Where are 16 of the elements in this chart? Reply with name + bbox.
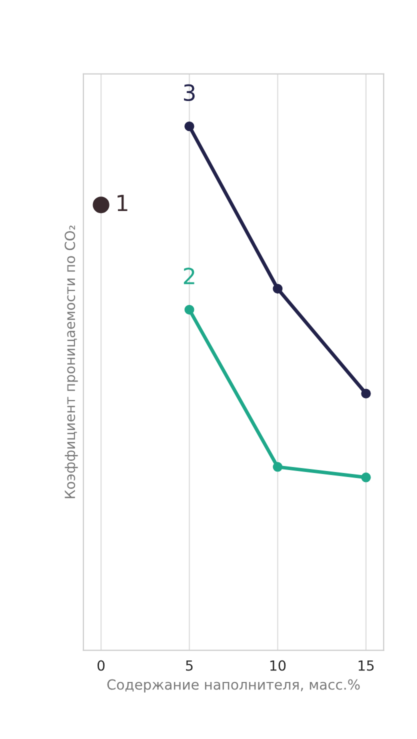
x-tick-label: 0	[98, 660, 105, 671]
point	[184, 304, 194, 315]
point	[272, 284, 283, 294]
series-label: 2	[184, 268, 194, 284]
y-axis-title: Коэффициент проницаемости по CO₂	[64, 226, 78, 498]
x-tick-label: 15	[358, 660, 374, 671]
x-tick-label: 5	[186, 660, 193, 671]
series-label: 1	[118, 194, 128, 212]
point	[361, 388, 371, 398]
x-tick-label: 10	[270, 660, 286, 671]
point	[361, 472, 371, 482]
point	[92, 196, 110, 214]
series-label: 3	[184, 84, 195, 102]
point	[272, 462, 283, 472]
x-axis-title: Содержание наполнителя, масс.%	[107, 679, 360, 692]
point	[184, 121, 194, 132]
